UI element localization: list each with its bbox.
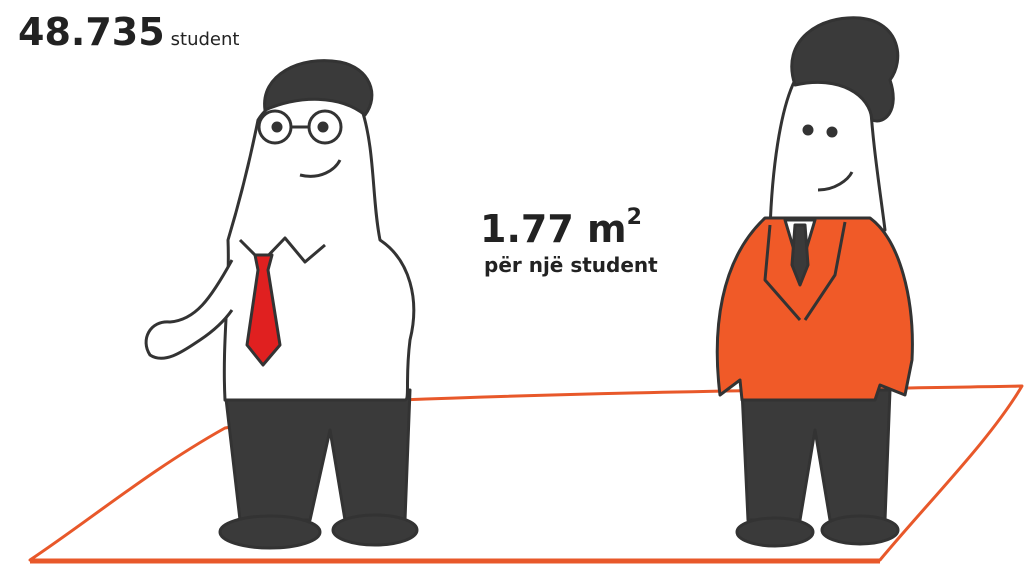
page: 48.735student 1.77 m2 për një student ((… (0, 0, 1032, 567)
eye (828, 128, 836, 136)
area-caption: për një student (484, 253, 658, 277)
shoe (220, 516, 320, 548)
area-value: 1.77 m (480, 207, 627, 251)
eye (273, 123, 281, 131)
right-character (717, 18, 912, 546)
shoe (822, 516, 898, 544)
stat-unit: student (171, 29, 240, 50)
shoe (333, 515, 417, 545)
stat: 48.735 student (18, 10, 239, 54)
illustration (0, 0, 1032, 567)
pants (742, 390, 890, 520)
eye (804, 126, 812, 134)
area: 1.77 m2 për një student (480, 205, 658, 277)
area-exponent: 2 (627, 205, 642, 230)
pants (225, 390, 410, 520)
jacket (717, 218, 912, 400)
arm (146, 260, 232, 358)
eye (319, 123, 327, 131)
left-character (146, 61, 417, 548)
shoe (737, 518, 813, 546)
stat-value: 48.735 (18, 10, 165, 54)
area-headline: 1.77 m2 (480, 205, 658, 251)
